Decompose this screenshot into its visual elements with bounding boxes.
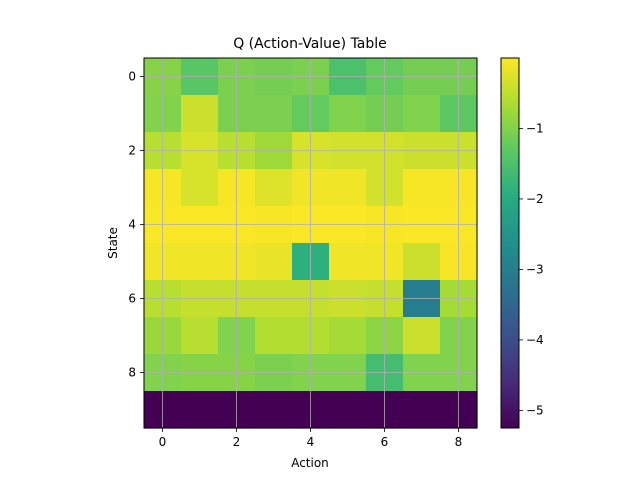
y-axis-label: State <box>106 227 120 259</box>
colorbar-tick-label: −2 <box>526 192 544 206</box>
heatmap-cell <box>329 95 367 133</box>
heatmap-cell <box>181 169 219 207</box>
x-tick-label: 6 <box>381 435 389 449</box>
heatmap-cell <box>181 95 219 133</box>
heatmap-cell <box>403 317 441 355</box>
x-tick-label: 8 <box>455 435 463 449</box>
x-tick-label: 0 <box>159 435 167 449</box>
y-axis-ticks: 0 2 4 6 8 <box>128 70 144 380</box>
y-tick-label: 4 <box>128 218 136 232</box>
heatmap-cell <box>255 391 293 429</box>
heatmap-cell <box>329 317 367 355</box>
x-axis-ticks: 0 2 4 6 8 <box>159 428 463 449</box>
y-tick-label: 0 <box>128 70 136 84</box>
chart-title: Q (Action-Value) Table <box>233 36 387 52</box>
heatmap-cell <box>403 95 441 133</box>
heatmap-cell <box>181 391 219 429</box>
colorbar <box>500 57 520 429</box>
heatmap-cell <box>329 391 367 429</box>
heatmap-cell <box>329 243 367 281</box>
heatmap-cell <box>403 169 441 207</box>
y-tick-label: 8 <box>128 366 136 380</box>
x-axis-label: Action <box>291 456 329 470</box>
y-tick-label: 2 <box>128 144 136 158</box>
heatmap-cell <box>255 95 293 133</box>
x-tick-label: 2 <box>233 435 241 449</box>
heatmap-cell <box>255 243 293 281</box>
x-tick-label: 4 <box>307 435 315 449</box>
heatmap-cell <box>403 243 441 281</box>
y-tick-label: 6 <box>128 292 136 306</box>
colorbar-tick-label: −3 <box>526 262 544 276</box>
heatmap-cell <box>181 317 219 355</box>
grid-lines <box>144 58 477 428</box>
heatmap-cell <box>255 169 293 207</box>
heatmap-cell <box>403 391 441 429</box>
colorbar-ticks: −5 −4 −3 −2 −1 <box>519 121 544 417</box>
heatmap-cell <box>329 169 367 207</box>
colorbar-tick-label: −4 <box>526 333 544 347</box>
heatmap-cell <box>255 317 293 355</box>
heatmap-cell <box>181 243 219 281</box>
colorbar-tick-label: −5 <box>526 403 544 417</box>
colorbar-tick-label: −1 <box>526 121 544 135</box>
